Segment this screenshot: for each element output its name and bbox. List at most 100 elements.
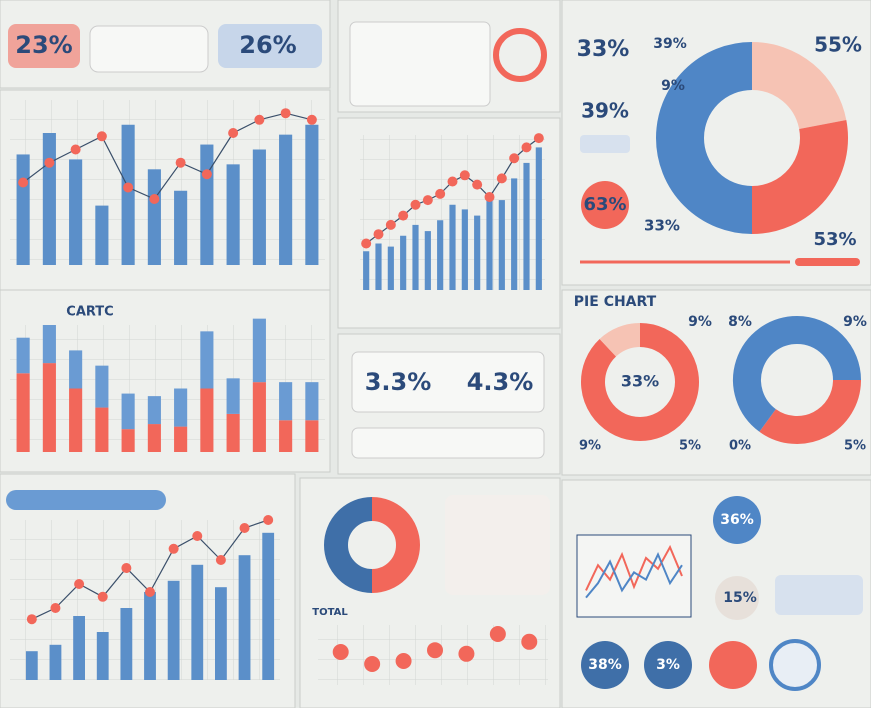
- point: [427, 642, 443, 659]
- bar: [96, 632, 109, 680]
- bar: [424, 231, 431, 290]
- donut-segment: [371, 497, 420, 593]
- bar: [174, 388, 188, 427]
- label: 15%: [723, 590, 757, 606]
- bar: [523, 162, 530, 290]
- bar: [252, 149, 266, 265]
- bar: [262, 532, 275, 680]
- bar: [95, 205, 109, 265]
- label: 5%: [679, 439, 701, 454]
- point: [459, 170, 470, 181]
- point: [435, 188, 446, 199]
- bar: [16, 337, 30, 374]
- donut-segment: [599, 323, 641, 357]
- donut-segment: [581, 323, 699, 441]
- point: [410, 199, 421, 210]
- point: [145, 587, 155, 597]
- label: 39%: [581, 99, 629, 123]
- bar: [400, 235, 407, 290]
- point: [398, 210, 409, 221]
- bar: [215, 587, 227, 680]
- point: [496, 173, 507, 184]
- point: [254, 114, 265, 125]
- label: 33%: [621, 372, 659, 391]
- point: [280, 108, 291, 119]
- label: 4.3%: [467, 368, 534, 396]
- donut-segment: [733, 316, 798, 432]
- decor: [6, 21, 863, 691]
- bar: [461, 209, 468, 290]
- bar: [42, 133, 56, 265]
- point: [373, 229, 384, 240]
- bar: [449, 204, 456, 290]
- bar: [95, 365, 109, 408]
- point: [472, 179, 483, 190]
- label: 33%: [644, 217, 680, 235]
- label: 3%: [656, 657, 680, 673]
- point: [192, 531, 203, 541]
- point: [18, 177, 29, 188]
- bar: [73, 616, 85, 680]
- point: [121, 563, 132, 573]
- label: 9%: [688, 314, 712, 330]
- label: 55%: [814, 33, 862, 57]
- point: [332, 644, 349, 660]
- bar: [498, 200, 505, 290]
- bar: [69, 350, 83, 389]
- point: [50, 603, 61, 613]
- label: 53%: [813, 229, 856, 250]
- label: 3.3%: [365, 368, 432, 396]
- bar: [42, 363, 56, 452]
- label: 36%: [720, 512, 754, 528]
- bar: [147, 424, 161, 452]
- point: [361, 238, 372, 249]
- bar: [226, 164, 240, 265]
- point: [521, 633, 538, 650]
- bar: [535, 147, 542, 290]
- point: [201, 169, 212, 180]
- point: [74, 579, 85, 589]
- bar: [226, 378, 240, 414]
- point: [422, 195, 433, 206]
- line: [585, 551, 683, 599]
- point: [521, 142, 532, 153]
- bar: [486, 197, 493, 290]
- bar: [412, 224, 419, 290]
- bar: [363, 251, 370, 290]
- bar: [226, 413, 240, 452]
- bar: [144, 592, 156, 680]
- bar: [121, 393, 135, 430]
- donut-segment: [750, 42, 847, 131]
- bar: [191, 564, 204, 680]
- label: 9%: [661, 78, 685, 94]
- point: [215, 555, 226, 565]
- point: [533, 133, 544, 144]
- label: TOTAL: [312, 607, 348, 618]
- bar: [121, 124, 135, 265]
- label: 33%: [577, 37, 630, 62]
- bar: [200, 331, 214, 389]
- bar: [147, 169, 161, 265]
- label: 38%: [588, 657, 622, 673]
- bar: [167, 580, 180, 680]
- bar: [252, 382, 266, 452]
- donut-segment: [324, 497, 373, 593]
- point: [509, 153, 520, 164]
- point: [228, 128, 239, 138]
- point: [70, 144, 81, 155]
- bar: [511, 178, 518, 290]
- bar: [305, 124, 319, 265]
- label: CARTC: [66, 305, 113, 320]
- bar: [375, 243, 382, 290]
- point: [447, 176, 458, 187]
- donut-segment: [759, 379, 861, 444]
- line: [585, 544, 683, 591]
- point: [489, 626, 506, 642]
- bar: [305, 420, 319, 452]
- bar: [174, 190, 188, 265]
- bar: [279, 134, 293, 265]
- label: 5%: [844, 439, 866, 454]
- point: [26, 614, 37, 625]
- point: [484, 192, 495, 202]
